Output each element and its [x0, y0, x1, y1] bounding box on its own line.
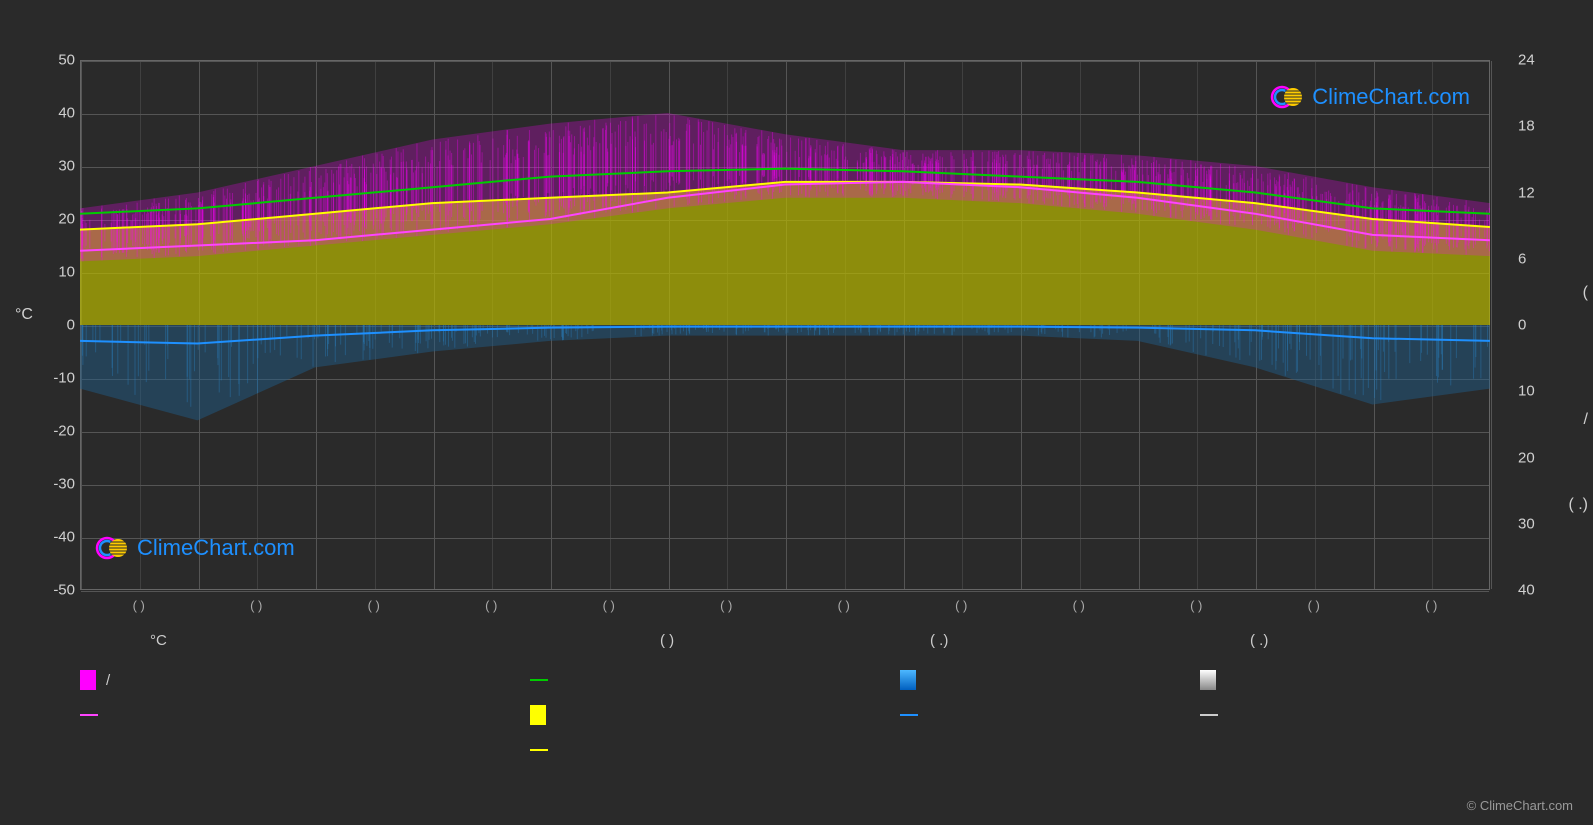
legend-swatch: [80, 714, 98, 716]
y-left-tick: 40: [40, 105, 75, 122]
y-left-tick: 50: [40, 52, 75, 69]
x-tick: ( ): [720, 598, 732, 613]
x-tick: ( ): [1308, 598, 1320, 613]
y-left-tick: 30: [40, 158, 75, 175]
x-tick: ( ): [250, 598, 262, 613]
y-left-tick: -50: [40, 582, 75, 599]
y-left-tick: 0: [40, 317, 75, 334]
legend-swatch: [530, 705, 546, 725]
chart-data-svg: [80, 60, 1490, 590]
y-left-tick: -10: [40, 370, 75, 387]
legend-header-3: ( .): [1250, 632, 1268, 649]
watermark-bottom: ClimeChart.com: [95, 531, 295, 565]
legend-item: [530, 679, 558, 681]
watermark-text: ClimeChart.com: [137, 535, 295, 561]
legend-swatch: [530, 749, 548, 751]
y-left-tick: 10: [40, 264, 75, 281]
legend-item: [1200, 670, 1226, 690]
y-right-tick: 6: [1518, 250, 1553, 267]
copyright-text: © ClimeChart.com: [1467, 798, 1573, 813]
x-tick: ( ): [368, 598, 380, 613]
y-right-symbol-dot: ( .): [1568, 496, 1588, 514]
y-right-tick: 0: [1518, 317, 1553, 334]
legend-label: /: [106, 672, 110, 689]
y-axis-left: 50403020100-10-20-30-40-50: [40, 60, 75, 590]
legend-swatch: [900, 670, 916, 690]
y-right-tick: 40: [1518, 582, 1553, 599]
legend-header-1: ( ): [660, 632, 674, 649]
legend-header-2: ( .): [930, 632, 948, 649]
x-tick: ( ): [133, 598, 145, 613]
watermark-text: ClimeChart.com: [1312, 84, 1470, 110]
legend-swatch: [1200, 714, 1218, 716]
watermark-top: ClimeChart.com: [1270, 80, 1470, 114]
y-right-tick: 30: [1518, 515, 1553, 532]
x-tick: ( ): [1190, 598, 1202, 613]
legend-swatch: [530, 679, 548, 681]
watermark-logo-icon: [95, 531, 129, 565]
y-left-tick: -30: [40, 476, 75, 493]
y-right-tick: 10: [1518, 383, 1553, 400]
legend-item: /: [80, 670, 110, 690]
y-right-tick: 12: [1518, 184, 1553, 201]
watermark-logo-icon: [1270, 80, 1304, 114]
y-right-symbol-slash: /: [1584, 411, 1588, 429]
y-axis-right-symbols: ( / ( .): [1558, 60, 1588, 590]
y-axis-right: 2418126010203040: [1518, 60, 1553, 590]
y-right-tick: 18: [1518, 118, 1553, 135]
legend-header-temp: °C: [150, 632, 167, 649]
x-tick: ( ): [838, 598, 850, 613]
legend-item: [900, 714, 928, 716]
x-tick: ( ): [1425, 598, 1437, 613]
x-tick: ( ): [1073, 598, 1085, 613]
y-left-tick: -40: [40, 529, 75, 546]
y-axis-left-label: °C: [15, 306, 33, 324]
y-right-tick: 20: [1518, 449, 1553, 466]
legend-item: [530, 705, 556, 725]
legend-item: [1200, 714, 1228, 716]
y-right-tick: 24: [1518, 52, 1553, 69]
x-tick: ( ): [485, 598, 497, 613]
legend-swatch: [1200, 670, 1216, 690]
legend-swatch: [80, 670, 96, 690]
legend-item: [530, 749, 558, 751]
y-left-tick: 20: [40, 211, 75, 228]
y-left-tick: -20: [40, 423, 75, 440]
legend-swatch: [900, 714, 918, 716]
x-tick: ( ): [603, 598, 615, 613]
y-right-symbol-paren: (: [1583, 284, 1588, 302]
chart-plot-area: ClimeChart.com ClimeChart.com: [80, 60, 1490, 590]
x-tick: ( ): [955, 598, 967, 613]
legend-item: [900, 670, 926, 690]
legend-item: [80, 714, 108, 716]
